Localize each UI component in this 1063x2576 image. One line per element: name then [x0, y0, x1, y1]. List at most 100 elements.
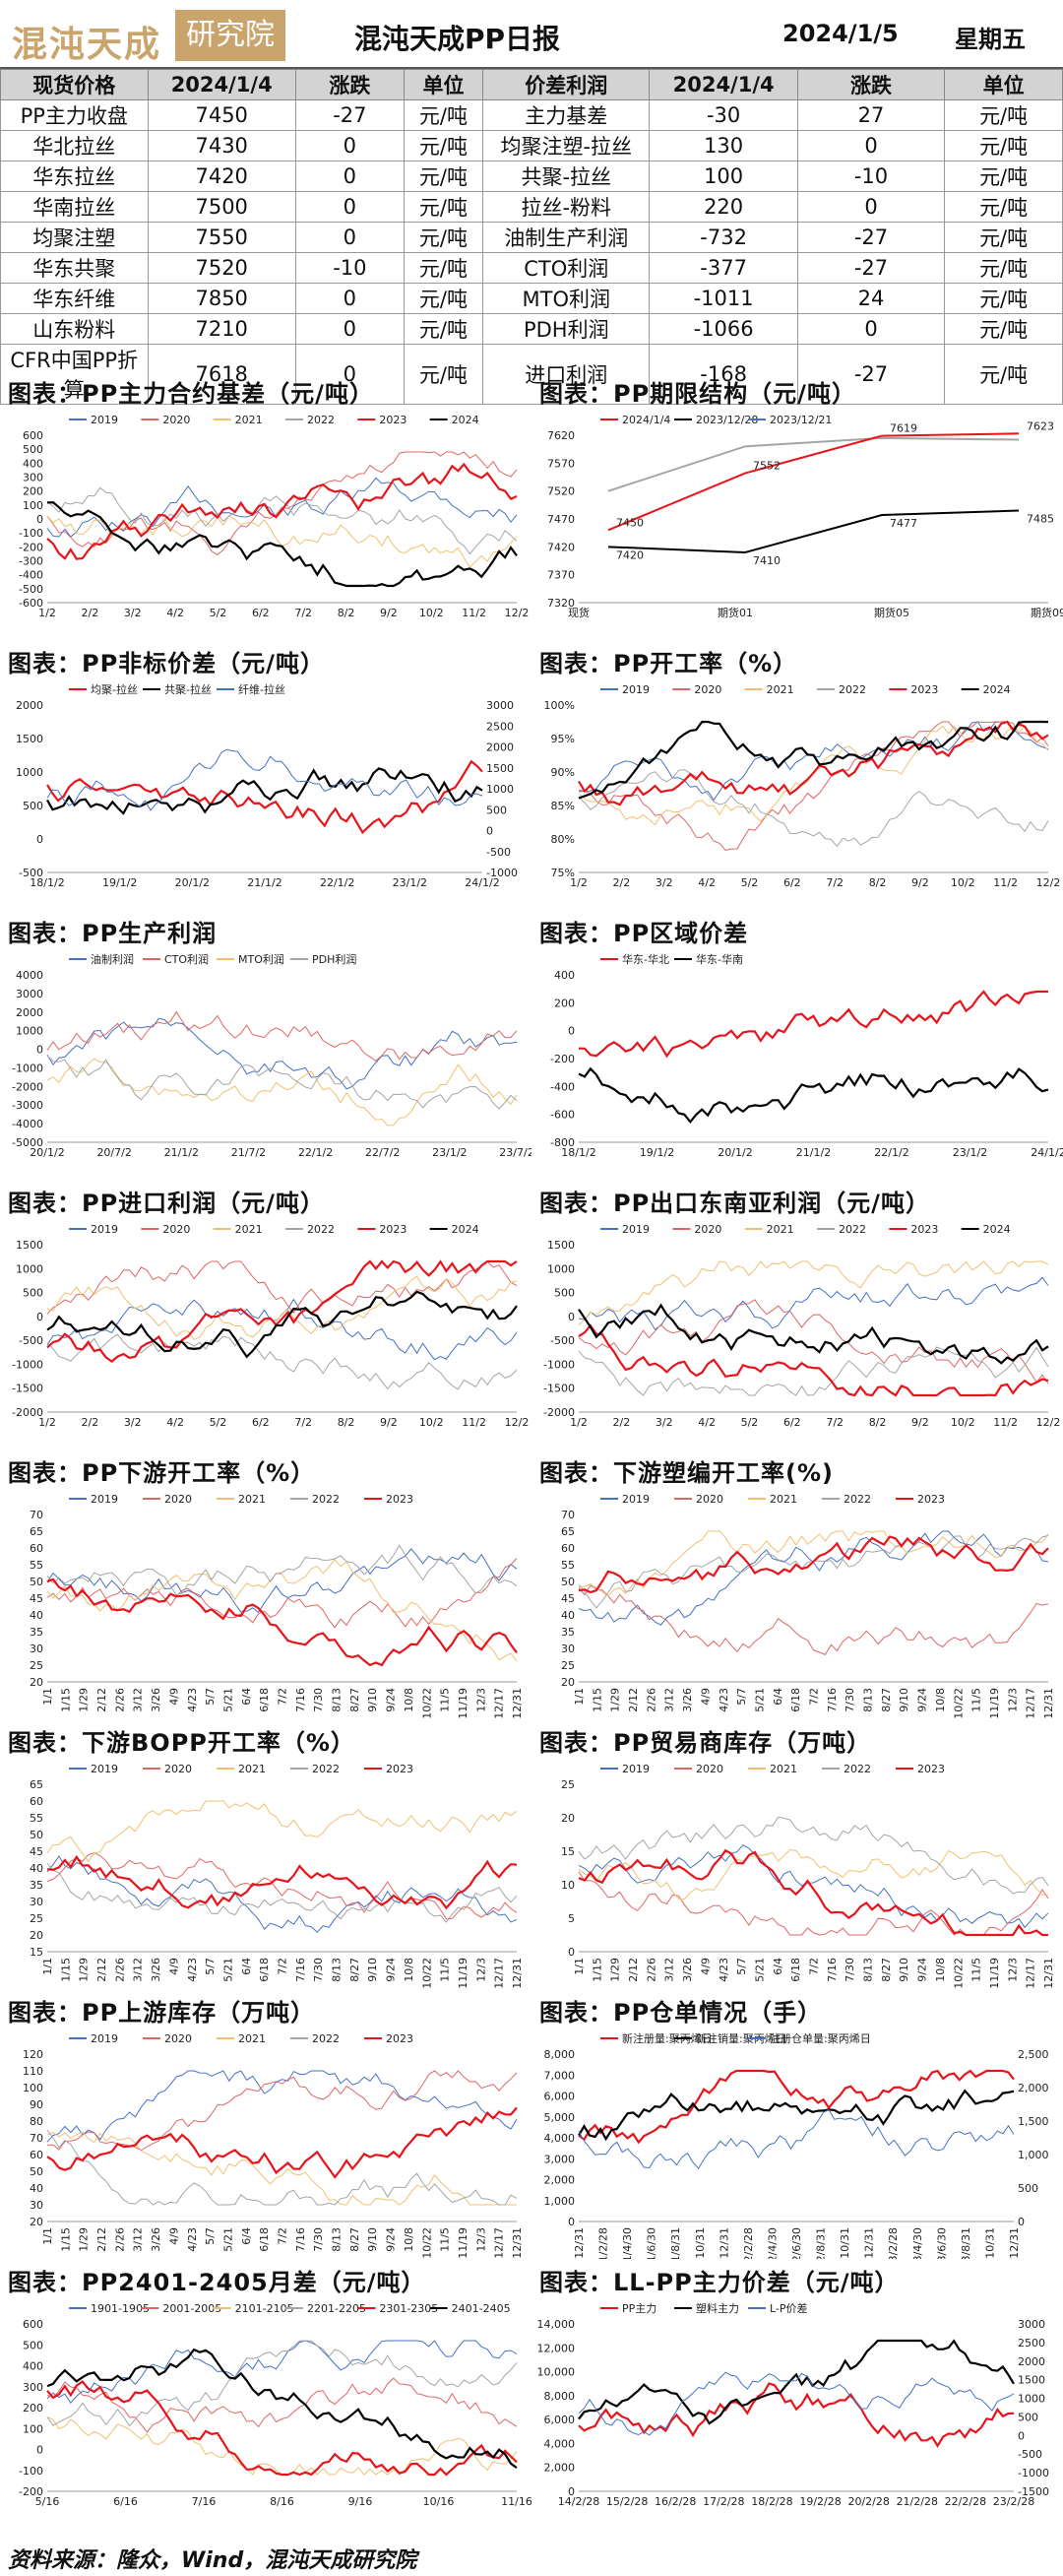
- chart-title: 图表：PP主力合约基差（元/吨）: [8, 380, 374, 408]
- y-tick-label: 4000: [16, 969, 43, 982]
- y-tick-label: 0: [36, 2444, 43, 2457]
- series-line: [46, 1852, 518, 1920]
- x-tick-label: 3/12: [663, 1688, 676, 1712]
- x-tick-label: 1/15: [59, 2227, 72, 2252]
- series-line: [46, 1862, 518, 1923]
- x-tick-label: 8/27: [348, 1688, 361, 1712]
- x-tick-label: 12/2: [1036, 1416, 1061, 1429]
- table-row: CFR中国PP折算 7618 0 元/吨 进口利润 -168 -27 元/吨: [0, 344, 1063, 405]
- y-tick-label: -2000: [12, 1406, 43, 1419]
- y-tick-label: 200: [554, 997, 575, 1009]
- chart-panel: 图表：PP下游开工率（%） 2019 2020 2021 2022 2023 70 65 60 5…: [0, 1449, 532, 1721]
- series-line: [578, 2339, 1015, 2425]
- x-tick-label: 23/7/2: [499, 1146, 532, 1159]
- x-tick-label: 10/8: [403, 1688, 415, 1712]
- series-line: [46, 1578, 518, 1667]
- chart-svg: 1901-1905 2001-2005 2101-2105 2201-2205 2301…: [19, 2302, 532, 2508]
- x-tick-label: 7/30: [312, 1688, 325, 1712]
- x-tick-label: 9/24: [916, 1958, 929, 1982]
- x-tick-label: 11/2: [993, 876, 1018, 889]
- x-tick-label: 5/16: [35, 2495, 60, 2508]
- x-tick-label: 1/2: [570, 1416, 588, 1429]
- x-tick-label: 8/2: [869, 1416, 887, 1429]
- y-tick-label: 500: [23, 443, 43, 456]
- legend-label: 2019: [91, 1493, 118, 1506]
- table-cell: 0: [294, 130, 405, 161]
- legend-label: 华东-华北: [622, 952, 669, 966]
- x-tick-label: 12/3: [1006, 1958, 1019, 1982]
- x-tick-label: 10/2: [419, 1416, 444, 1429]
- x-tick-label: 9/10: [366, 2227, 379, 2252]
- x-tick-label: 7/2: [277, 2227, 289, 2245]
- legend-label: 2301-2305: [379, 2302, 438, 2315]
- y-tick-label: 25: [30, 1659, 43, 1672]
- series-line: [46, 1298, 518, 1361]
- x-tick-label: 3/12: [132, 2227, 145, 2252]
- table-cell: -1011: [649, 283, 798, 314]
- x-tick-label: 6/4: [240, 1958, 253, 1975]
- x-tick-label: 8/27: [348, 1958, 361, 1982]
- report-header: 混沌天成 研究院 混沌天成PP日报 2024/1/5 星期五: [0, 0, 1063, 69]
- y-tick-label: -200: [19, 2485, 43, 2498]
- chart-title: 图表：PP2401-2405月差（元/吨）: [8, 2269, 426, 2296]
- y-tick-label: 7370: [547, 569, 575, 582]
- y-tick-label: -200: [550, 1053, 575, 1065]
- y-tick-label: 10: [561, 1879, 575, 1892]
- x-tick-label: 3/26: [150, 2227, 162, 2252]
- series-line: [46, 2129, 518, 2206]
- table-cell: 7850: [147, 283, 296, 314]
- col-header: 涨跌: [294, 69, 405, 100]
- y-tick-label: -600: [19, 597, 43, 610]
- series-line: [46, 1558, 518, 1629]
- chart-title: 图表：PP进口利润（元/吨）: [8, 1190, 325, 1217]
- y-tick-label: 30: [30, 2199, 43, 2212]
- row-label: CFR中国PP折算: [0, 344, 149, 405]
- series-line: [46, 1559, 518, 1662]
- table-row: 华东纤维 7850 0 元/吨 MTO利润 -1011 24 元/吨: [0, 283, 1063, 314]
- legend-label: 2401-2405: [452, 2302, 511, 2315]
- series-line: [46, 1275, 518, 1340]
- x-tick-label: 19/1/2: [102, 876, 137, 889]
- x-tick-label: 12/3: [474, 1688, 487, 1712]
- table-cell: 7420: [147, 161, 296, 192]
- series-line: [46, 1290, 518, 1359]
- x-tick-label: 23/12/31: [1008, 2227, 1021, 2259]
- x-tick-label: 5/2: [741, 1416, 759, 1429]
- series-line: [46, 767, 483, 815]
- legend-label: 2101-2105: [235, 2302, 294, 2315]
- series-line: [578, 1299, 1049, 1385]
- row-label: 共聚-拉丝: [482, 161, 651, 192]
- x-tick-label: 10/2: [951, 1416, 975, 1429]
- table-cell: 7450: [147, 99, 296, 131]
- logo-box: 研究院: [175, 10, 285, 61]
- x-tick-label: 1/29: [609, 1688, 622, 1712]
- row-label: 主力基差: [482, 99, 651, 131]
- x-tick-label: 5/7: [204, 1688, 217, 1706]
- legend-label: 2019: [91, 1763, 118, 1775]
- x-tick-label: 8/2: [338, 607, 355, 619]
- chart-body: 2019 2020 2021 2022 2023 70 65 60 55 50 45 40 35 30 25…: [0, 1489, 532, 1719]
- x-tick-label: 12/17: [493, 1688, 506, 1719]
- x-tick-label: 2/12: [95, 1958, 108, 1982]
- x-tick-label: 1/15: [59, 1958, 72, 1982]
- x-tick-label: 12/17: [1025, 1958, 1037, 1989]
- chart-panel: 图表：下游塑编开工率(%) 2019 2020 2021 2022 2023 70 65 60 5…: [532, 1449, 1063, 1721]
- row-label: CTO利润: [482, 252, 651, 284]
- table-cell: 0: [796, 130, 946, 161]
- y2-tick-label: 0: [1018, 2429, 1025, 2442]
- x-tick-label: 4/2: [166, 607, 184, 619]
- y-tick-label: 500: [23, 800, 43, 812]
- series-line: [578, 1849, 1049, 1900]
- x-tick-label: 6/18: [789, 1688, 802, 1712]
- y2-tick-label: 1000: [1018, 2393, 1045, 2406]
- y-tick-label: 2000: [16, 699, 43, 712]
- legend-label: 2022: [312, 2032, 340, 2045]
- table-cell: -10: [796, 161, 946, 192]
- legend-label: 纤维-拉丝: [238, 682, 285, 696]
- legend-label: 2022: [312, 1763, 340, 1775]
- table-cell: 元/吨: [403, 222, 484, 253]
- legend-label: 2020: [694, 683, 721, 696]
- series-line: [607, 436, 1020, 492]
- chart-title: 图表：PP下游开工率（%）: [8, 1459, 316, 1487]
- y-tick-label: 1500: [547, 1239, 575, 1252]
